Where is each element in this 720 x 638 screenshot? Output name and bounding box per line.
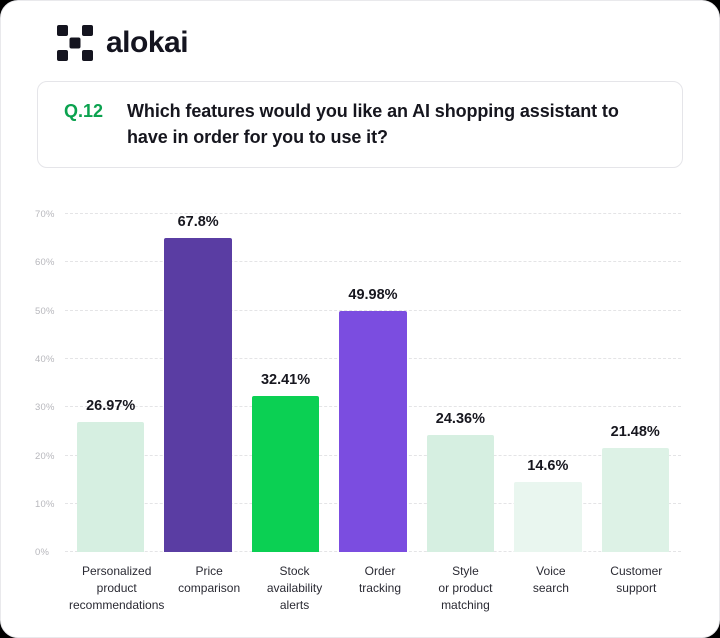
brand-header: alokai bbox=[57, 25, 683, 61]
alokai-logo-icon bbox=[57, 25, 93, 61]
bar bbox=[426, 434, 495, 553]
bar-chart: 70% 60% 50% 40% 30% 20% 10% 0% 26.97% 67.8% 32.41… bbox=[35, 209, 683, 614]
x-axis-labels: Personalized product recommendations Pric… bbox=[65, 563, 681, 614]
bar-column: 49.98% bbox=[339, 214, 407, 553]
x-axis-category-label: Voice search bbox=[532, 564, 569, 596]
bar-value-label: 49.98% bbox=[348, 286, 398, 303]
y-axis-tick-label: 20% bbox=[35, 450, 55, 462]
bar bbox=[601, 448, 669, 553]
gridline: 60% bbox=[35, 257, 681, 268]
bar-value-label: 14.6% bbox=[527, 457, 569, 474]
x-axis-category-label: Customer support bbox=[610, 564, 663, 596]
bar bbox=[514, 481, 582, 553]
question-number: Q.12 bbox=[64, 101, 104, 121]
y-axis-tick-label: 50% bbox=[35, 305, 55, 317]
x-axis-category-label: Personalized product recommendations bbox=[69, 564, 165, 613]
bar-value-label: 24.36% bbox=[435, 410, 485, 427]
bar-value-label: 26.97% bbox=[86, 397, 136, 414]
question-box: Q.12 Which features would you like an AI… bbox=[37, 81, 683, 169]
bar-column: 26.97% bbox=[77, 214, 145, 553]
bar-column: 24.36% bbox=[426, 214, 495, 553]
bar-value-label: 32.41% bbox=[260, 371, 311, 388]
y-axis-tick-label: 60% bbox=[35, 257, 55, 269]
bar bbox=[251, 395, 320, 553]
bar-value-label: 67.8% bbox=[177, 214, 219, 231]
x-axis-category-label: Price comparison bbox=[178, 564, 241, 596]
bar-column: 32.41% bbox=[251, 214, 320, 553]
x-axis-category-label: Style or product matching bbox=[438, 564, 493, 613]
bar bbox=[339, 310, 407, 553]
bar bbox=[77, 421, 145, 553]
question-text: Which features would you like an AI shop… bbox=[127, 101, 619, 148]
gridline: 50% bbox=[35, 306, 681, 317]
bar-value-label: 21.48% bbox=[610, 424, 660, 441]
y-axis-tick-label: 40% bbox=[35, 354, 55, 366]
bar bbox=[164, 238, 232, 553]
bar-column: 21.48% bbox=[601, 214, 669, 553]
x-axis-category-label: Stock availability alerts bbox=[266, 564, 323, 613]
y-axis-tick-label: 30% bbox=[35, 402, 55, 414]
y-axis-tick-label: 0% bbox=[35, 547, 50, 559]
bar-column: 14.6% bbox=[514, 214, 582, 553]
bar-column: 67.8% bbox=[164, 214, 232, 553]
gridline: 70% bbox=[35, 209, 681, 220]
x-axis-category-label: Order tracking bbox=[358, 564, 401, 596]
y-axis-tick-label: 70% bbox=[35, 209, 55, 221]
brand-wordmark: alokai bbox=[106, 26, 189, 59]
y-axis-tick-label: 10% bbox=[35, 498, 55, 510]
bars: 26.97% 67.8% 32.41% 49.98% 24.36% 14.6% 21.48% bbox=[65, 214, 681, 553]
plot-area: 70% 60% 50% 40% 30% 20% 10% 0% 26.97% 67.8% 32.41… bbox=[35, 209, 681, 558]
